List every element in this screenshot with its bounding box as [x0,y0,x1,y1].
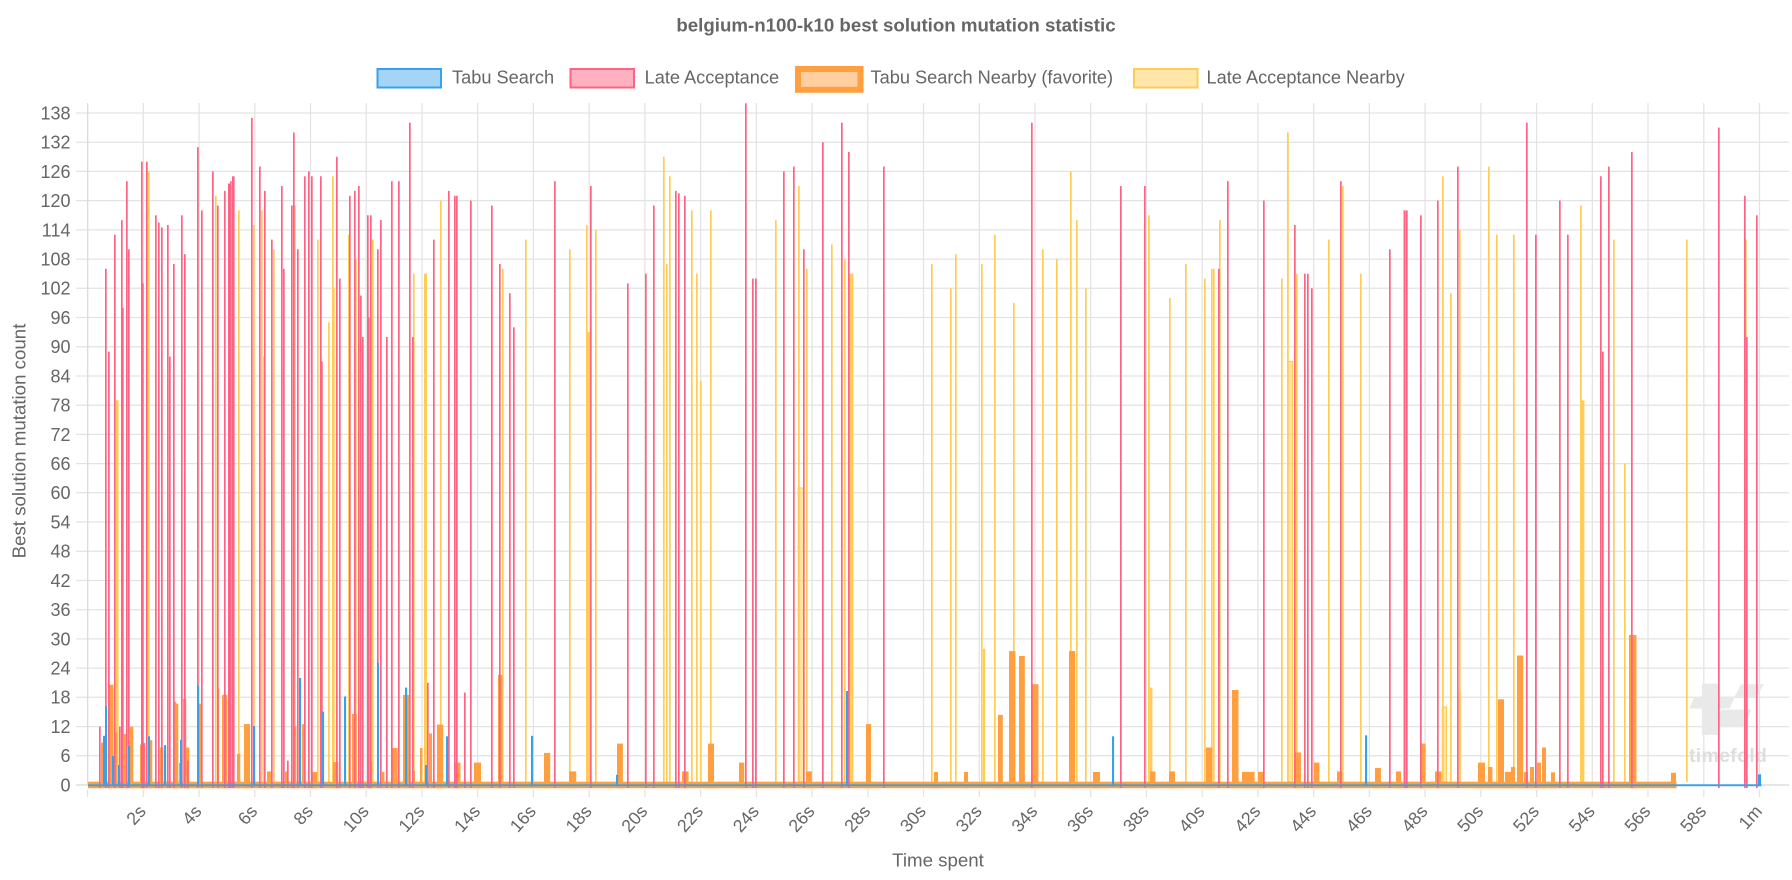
svg-text:138: 138 [40,103,70,123]
svg-text:0: 0 [60,775,70,795]
svg-text:72: 72 [50,425,70,445]
svg-text:18: 18 [50,688,70,708]
svg-text:84: 84 [50,366,70,386]
svg-text:126: 126 [40,162,70,182]
svg-text:Late Acceptance Nearby: Late Acceptance Nearby [1207,67,1406,87]
svg-text:36: 36 [50,600,70,620]
svg-text:24: 24 [50,659,70,679]
svg-text:120: 120 [40,191,70,211]
svg-text:90: 90 [50,337,70,357]
svg-text:78: 78 [50,396,70,416]
svg-text:132: 132 [40,133,70,153]
svg-text:30: 30 [50,629,70,649]
svg-text:Late Acceptance: Late Acceptance [645,67,780,87]
svg-text:12: 12 [50,717,70,737]
svg-text:102: 102 [40,279,70,299]
svg-text:timefold: timefold [1689,745,1767,767]
svg-text:42: 42 [50,571,70,591]
svg-text:Tabu Search: Tabu Search [452,67,554,87]
svg-text:48: 48 [50,542,70,562]
svg-text:108: 108 [40,250,70,270]
svg-text:60: 60 [50,483,70,503]
svg-text:96: 96 [50,308,70,328]
svg-text:Best solution mutation count: Best solution mutation count [9,323,30,559]
svg-text:6: 6 [60,746,70,766]
svg-text:belgium-n100-k10 best solution: belgium-n100-k10 best solution mutation … [676,14,1115,35]
svg-text:66: 66 [50,454,70,474]
svg-text:114: 114 [42,220,71,240]
svg-text:Time spent: Time spent [892,850,985,871]
svg-text:Tabu Search Nearby (favorite): Tabu Search Nearby (favorite) [871,67,1114,87]
svg-text:54: 54 [50,512,70,532]
